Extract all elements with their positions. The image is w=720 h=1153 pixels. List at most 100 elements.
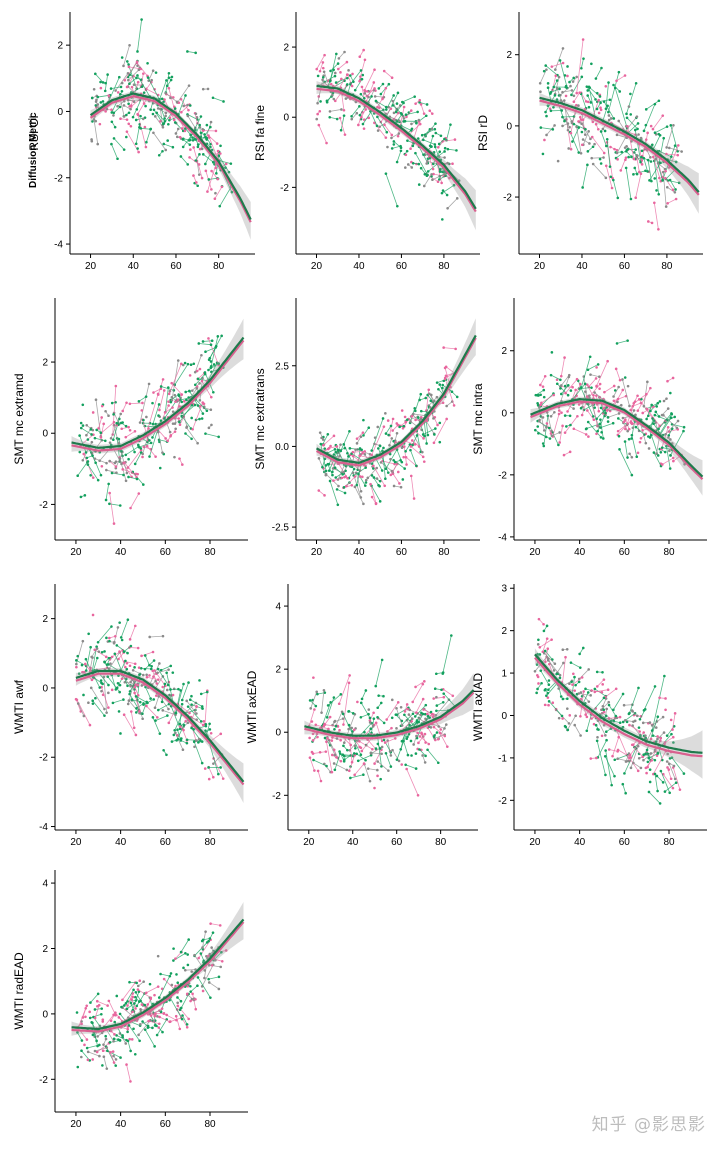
data-point [176, 728, 179, 732]
x-tick-label: 80 [663, 837, 675, 848]
data-point [129, 124, 133, 128]
data-point [621, 725, 625, 729]
data-point [91, 476, 95, 479]
subject-line [158, 703, 170, 711]
data-point [197, 163, 201, 166]
x-tick-label: 60 [391, 837, 403, 848]
data-point [332, 748, 336, 752]
data-point [199, 131, 203, 135]
data-point [577, 692, 581, 695]
data-point [539, 126, 543, 129]
data-point [167, 400, 170, 403]
data-point [110, 111, 114, 114]
data-point [330, 739, 334, 742]
subject-line [94, 437, 106, 442]
subject-line [96, 667, 108, 671]
data-point [544, 110, 547, 114]
subject-line [380, 83, 390, 95]
subject-line [653, 160, 660, 195]
subject-line [420, 104, 425, 114]
data-point [103, 660, 106, 664]
subject-line [653, 452, 662, 467]
subject-line [334, 753, 341, 770]
data-point [395, 706, 398, 710]
data-point [671, 728, 674, 731]
data-point [578, 652, 581, 656]
data-point [120, 449, 123, 453]
data-point [607, 700, 611, 704]
subject-line [439, 732, 448, 747]
data-point [136, 147, 139, 150]
data-point [557, 75, 561, 79]
y-tick-label: 2 [42, 358, 48, 369]
data-point [406, 707, 409, 711]
data-point [362, 118, 366, 121]
data-point [567, 373, 571, 377]
data-point [76, 702, 80, 705]
subject-line [208, 137, 219, 161]
data-point [664, 205, 668, 208]
data-point [386, 730, 389, 733]
subject-line [316, 54, 325, 70]
data-point [173, 107, 177, 110]
subject-line [662, 172, 667, 207]
data-point [145, 673, 148, 677]
data-point [138, 1023, 142, 1026]
subject-line [147, 77, 160, 100]
subject-line [208, 766, 214, 778]
data-point [602, 151, 606, 155]
data-point [350, 726, 354, 730]
data-point [110, 120, 114, 124]
data-point [404, 166, 407, 169]
data-point [549, 109, 553, 113]
data-point [613, 389, 617, 392]
subject-line [581, 123, 591, 140]
data-point [564, 725, 568, 729]
data-point [422, 460, 426, 463]
data-point [333, 728, 336, 731]
data-point [402, 120, 406, 123]
data-point [188, 156, 191, 159]
y-tick-label: 2 [275, 665, 281, 676]
data-point [615, 79, 618, 83]
data-point [437, 142, 441, 146]
data-point [390, 437, 394, 440]
data-point [545, 422, 549, 425]
data-point [145, 704, 148, 708]
data-point [538, 405, 541, 409]
data-point [86, 463, 90, 466]
data-point [402, 117, 406, 120]
data-point [668, 449, 671, 453]
data-point [328, 115, 332, 119]
subject-line [179, 404, 193, 423]
data-point [198, 367, 202, 371]
data-point [543, 138, 546, 142]
data-point [308, 756, 312, 759]
data-point [167, 707, 170, 711]
subject-line [622, 784, 627, 794]
data-point [159, 107, 162, 111]
data-point [114, 89, 117, 92]
data-point [559, 695, 563, 698]
data-point [570, 121, 574, 125]
data-point [582, 57, 585, 60]
data-point [414, 685, 417, 689]
subject-line [665, 169, 676, 180]
data-point [580, 66, 583, 70]
data-point [197, 956, 201, 960]
data-point [178, 722, 182, 726]
data-point [539, 669, 543, 672]
subject-line [157, 669, 169, 674]
data-point [358, 105, 361, 108]
data-point [214, 191, 217, 195]
data-point [135, 477, 139, 481]
y-tick-label: 0 [501, 408, 507, 419]
data-point [350, 760, 354, 764]
data-point [331, 473, 334, 477]
data-point [586, 150, 590, 153]
data-point [541, 416, 545, 419]
subject-line [376, 734, 382, 767]
data-point [418, 101, 421, 104]
data-point [589, 757, 593, 760]
